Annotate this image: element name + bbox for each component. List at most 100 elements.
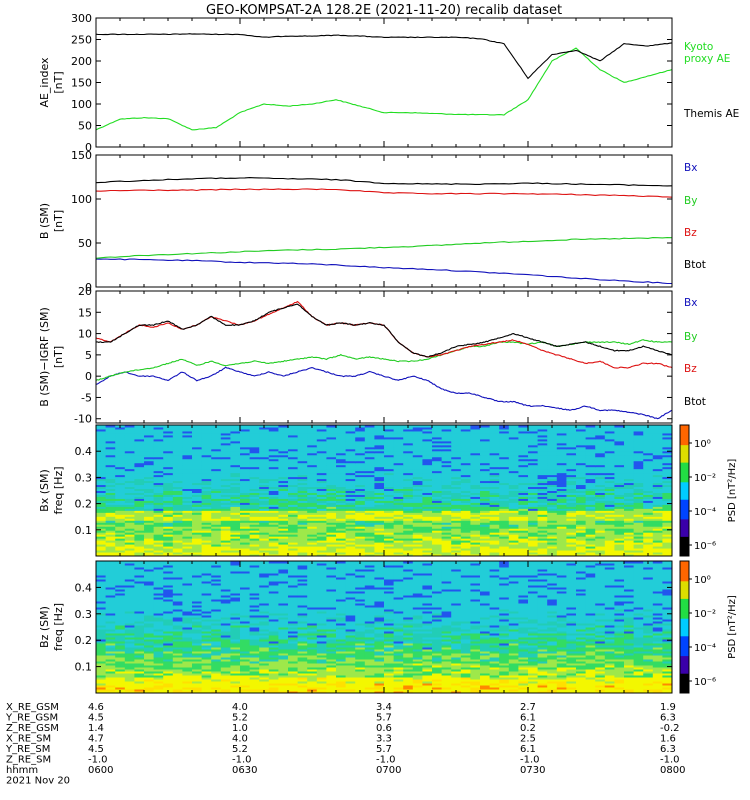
y-tick-label: 250 [71, 34, 92, 47]
panel-bzs: 10⁰ 10⁻² 10⁻⁴ 10⁻⁶ PSD [nT²/Hz] 0.1 0.2 0.3 0.4 B… [38, 560, 738, 694]
series-line-bz [95, 188, 673, 198]
ephem-value: 0800 [660, 765, 685, 776]
ephem-value: 0.6 [376, 723, 392, 734]
y-tick-label: 300 [71, 12, 92, 25]
y-tick-label: -5 [81, 391, 92, 404]
ephem-label: 2021 Nov 20 [6, 776, 70, 787]
ephem-value: 2.7 [520, 702, 536, 713]
ephem-value: 0630 [232, 765, 257, 776]
ephem-value: 6.3 [660, 744, 676, 755]
y-tick-label: 10 [78, 328, 92, 341]
ephem-value: 0700 [376, 765, 401, 776]
colorbar: 10⁰ 10⁻² 10⁻⁴ 10⁻⁶ PSD [nT²/Hz] [679, 424, 738, 557]
panel-ae: 0 50 100 150 200 250 300 AE_index [nT] [38, 12, 673, 154]
y-axis-label: [nT] [52, 346, 65, 368]
y-axis-label: B (SM)−IGRF (SM) [38, 307, 51, 407]
ephem-label: X_RE_SM [6, 734, 51, 745]
y-tick-label: 200 [71, 55, 92, 68]
legend-b-1: By [684, 195, 697, 207]
y-tick-label: 15 [78, 306, 92, 319]
colorbar-tick: 10⁻⁶ [694, 677, 716, 688]
ephem-value: -1.0 [376, 755, 396, 766]
series-line-by [95, 237, 673, 259]
y-axis-label: B (SM) [38, 203, 51, 239]
panel-frame [95, 290, 673, 424]
colorbar-tick: 10⁻⁶ [694, 541, 716, 552]
legend-b-2: Bz [684, 227, 697, 239]
y-tick-label: 150 [71, 77, 92, 90]
y-tick-label: 0.2 [75, 498, 93, 511]
colorbar-label: PSD [nT²/Hz] [727, 595, 738, 659]
ephem-value: 4.0 [232, 734, 248, 745]
legend-ae-0: proxy AE [684, 53, 730, 65]
series-line-kyoto [95, 47, 673, 131]
legend-ae-1: Themis AE [683, 108, 739, 120]
ephem-value: 6.1 [520, 744, 536, 755]
ephem-label: Z_RE_GSM [6, 723, 59, 734]
ephem-value: 3.3 [376, 734, 392, 745]
ephem-value: 4.7 [88, 734, 104, 745]
series-line-bx [95, 366, 673, 420]
legend-db-2: Bz [684, 363, 697, 375]
ephem-label: hhmm [6, 765, 38, 776]
ephem-value: 6.1 [520, 713, 536, 724]
legend-db-1: By [684, 331, 697, 343]
y-axis-label: Bx (SM) [38, 469, 51, 512]
y-axis-label: AE_index [38, 57, 51, 108]
series-line-themis-ae [95, 33, 673, 80]
ephem-value: 4.6 [88, 702, 104, 713]
y-axis-label: [nT] [52, 71, 65, 93]
figure-title: GEO-KOMPSAT-2A 128.2E (2021-11-20) recal… [206, 3, 562, 18]
colorbar-tick: 10⁻² [694, 609, 716, 620]
ephemeris-table: X_RE_GSMY_RE_GSMZ_RE_GSMX_RE_SMY_RE_SMZ_… [5, 702, 685, 787]
y-tick-label: 0 [85, 281, 92, 294]
y-tick-label: 50 [78, 237, 92, 250]
y-tick-label: 0.2 [75, 634, 93, 647]
y-tick-label: 20 [78, 285, 92, 298]
y-tick-label: 0 [85, 370, 92, 383]
legend-b-3: Btot [684, 259, 706, 271]
panel-bxs: 10⁰ 10⁻² 10⁻⁴ 10⁻⁶ PSD [nT²/Hz] 0.1 0.2 0.3 0.4 B… [38, 424, 738, 557]
panel-frame [95, 154, 673, 288]
ephem-value: 1.9 [660, 702, 676, 713]
ephem-value: 0600 [88, 765, 113, 776]
panel-db: -10 -5 0 5 10 15 20 B (SM)−IGRF (SM) [nT] [38, 285, 673, 426]
colorbar-tick: 10⁰ [694, 439, 711, 450]
series-line-btot [96, 303, 673, 358]
ephem-value: 1.0 [232, 723, 248, 734]
colorbar-tick: 10⁻⁴ [694, 643, 716, 654]
ephem-value: -1.0 [520, 755, 540, 766]
series-line-bx [95, 258, 672, 285]
colorbar: 10⁰ 10⁻² 10⁻⁴ 10⁻⁶ PSD [nT²/Hz] [679, 560, 738, 694]
colorbar-frame [679, 560, 690, 694]
ephem-label: Y_RE_SM [5, 744, 50, 755]
panel-b: 0 50 100 150 B (SM) [nT] [38, 149, 673, 294]
series-line-bz [95, 300, 673, 369]
y-tick-label: 0.4 [75, 581, 93, 594]
y-axis-label: freq [Hz] [52, 603, 65, 651]
spectrogram-cells [96, 425, 673, 557]
series-line-by [95, 339, 673, 381]
ephem-value: 0.2 [520, 723, 536, 734]
ephem-value: 2.5 [520, 734, 536, 745]
y-tick-label: 100 [71, 193, 92, 206]
ephem-value: -1.0 [88, 755, 108, 766]
spectrogram-cells [96, 561, 673, 694]
ephem-label: Z_RE_SM [6, 755, 51, 766]
ephem-value: 1.6 [660, 734, 676, 745]
ephem-value: 4.5 [88, 744, 104, 755]
y-axis-label: [nT] [52, 210, 65, 232]
y-tick-label: 0.3 [75, 608, 93, 621]
y-tick-label: 150 [71, 149, 92, 162]
series-line-btot [95, 177, 673, 187]
colorbar-tick: 10⁰ [694, 575, 711, 586]
y-tick-label: 0.1 [75, 524, 93, 537]
ephem-label: X_RE_GSM [6, 702, 59, 713]
ephem-value: 0730 [520, 765, 545, 776]
y-tick-label: 100 [71, 98, 92, 111]
colorbar-frame [679, 424, 690, 557]
ephem-label: Y_RE_GSM [5, 713, 58, 724]
